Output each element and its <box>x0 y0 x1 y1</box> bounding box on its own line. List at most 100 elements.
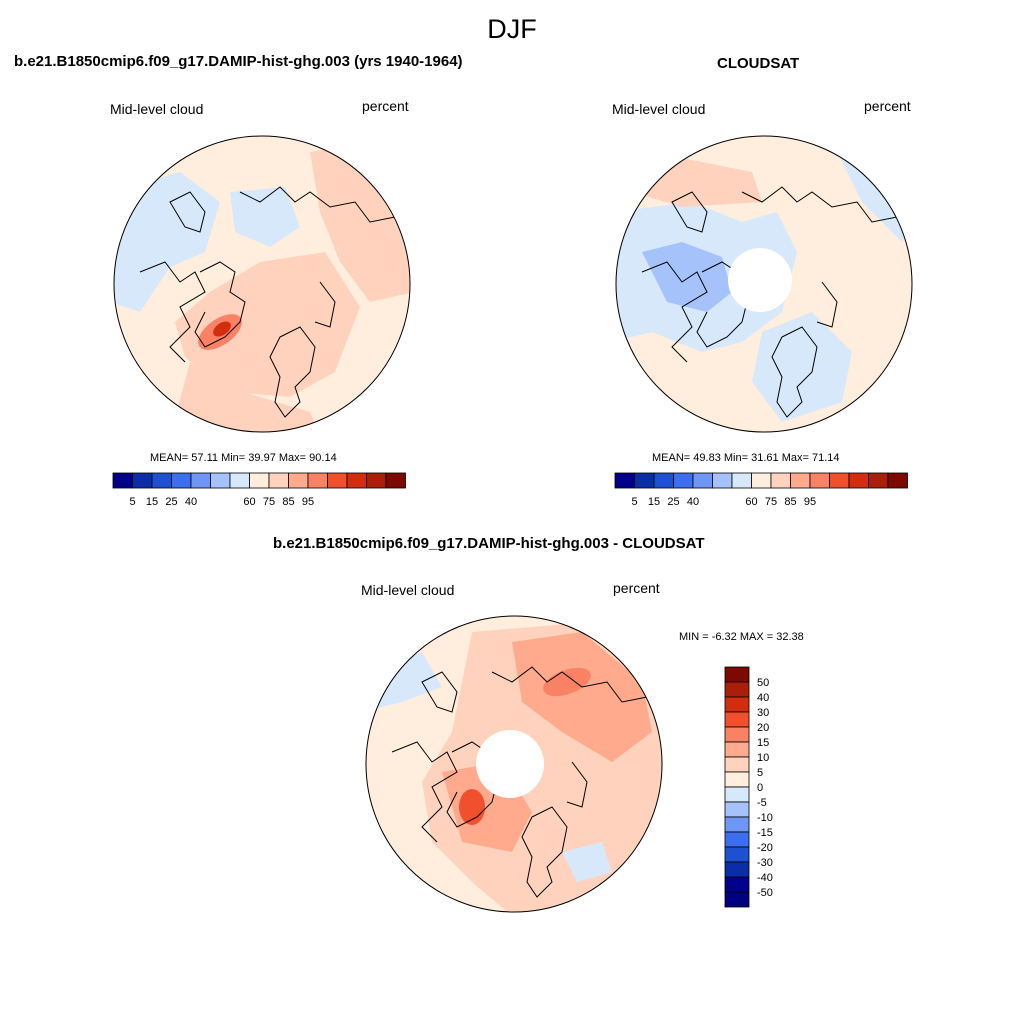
panel3-title: b.e21.B1850cmip6.f09_g17.DAMIP-hist-ghg.… <box>273 535 705 552</box>
panel2-colorbar-box <box>712 472 733 489</box>
panel1-colorbar-tick: 15 <box>146 496 158 508</box>
panel1-colorbar-box <box>171 472 192 489</box>
panel2-colorbar-tick: 60 <box>745 496 757 508</box>
panel2-colorbar-box <box>770 472 791 489</box>
panel3-colorbar-box <box>724 681 750 698</box>
panel1-colorbar-tick: 95 <box>302 496 314 508</box>
panel1-mid-region-south <box>170 362 320 432</box>
panel1-colorbar-box <box>327 472 348 489</box>
panel2-colorbar-box <box>829 472 850 489</box>
panel1-mid-region-atlantic <box>175 252 360 397</box>
panel2-colorbar-tick: 15 <box>648 496 660 508</box>
panel3-stats: MIN = -6.32 MAX = 32.38 <box>679 631 804 643</box>
panel3-colorbar-box <box>724 891 750 908</box>
panel2-colorbar-box <box>731 472 752 489</box>
panel2-colorbar-tick: 75 <box>765 496 777 508</box>
panel1-colorbar-box <box>190 472 211 489</box>
panel2-max-value: 71.14 <box>811 452 840 464</box>
panel2-colorbar-box <box>653 472 674 489</box>
panel3-colorbar-box <box>724 741 750 758</box>
panel3-colorbar-tick: -20 <box>757 842 773 854</box>
panel3-polar-map <box>365 615 663 913</box>
panel1-max-value: 90.14 <box>309 452 337 464</box>
panel3-pole-hole <box>476 730 544 798</box>
panel3-negative-region-europe <box>562 842 612 882</box>
panel3-colorbar-box <box>724 786 750 803</box>
panel2-pole-hole <box>728 248 792 312</box>
panel3-colorbar-tick: -30 <box>757 857 773 869</box>
panel3-units-label: percent <box>613 580 660 596</box>
panel1-colorbar-tick: 25 <box>165 496 177 508</box>
panel2-colorbar-box <box>673 472 694 489</box>
panel2-colorbar: 5 15 25 40 60 75 85 95 <box>614 472 908 508</box>
panel1-stats: MEAN= 57.11 Min= 39.97 Max= 90.14 <box>150 452 337 464</box>
panel1-colorbar-box <box>112 472 133 489</box>
panel2-colorbar-box <box>634 472 655 489</box>
panel2-colorbar-box <box>848 472 869 489</box>
panel3-high-region-east <box>543 667 591 697</box>
panel3-min-value: -6.32 <box>711 631 737 643</box>
panel1-colorbar-box <box>366 472 387 489</box>
panel3-max-label: MAX = <box>739 631 774 643</box>
panel2-colorbar-box <box>751 472 772 489</box>
panel1-min-label: Min= <box>221 452 246 464</box>
panel2-colorbar-box <box>614 472 635 489</box>
panel3-colorbar-box <box>724 846 750 863</box>
panel1-colorbar-box <box>210 472 231 489</box>
panel3-colorbar-tick: 40 <box>757 692 769 704</box>
panel3-colorbar-box <box>724 666 750 683</box>
panel2-mean-label: MEAN= <box>652 452 691 464</box>
panel2-colorbar-box <box>790 472 811 489</box>
panel3-colorbar-box <box>724 876 750 893</box>
panel3-colorbar-tick: 0 <box>757 782 763 794</box>
panel3-positive-region-siberia <box>512 632 652 762</box>
panel1-colorbar-box <box>249 472 270 489</box>
panel2-stats: MEAN= 49.83 Min= 31.61 Max= 71.14 <box>652 452 840 464</box>
panel1-colorbar-box <box>346 472 367 489</box>
panel2-colorbar-tick: 95 <box>804 496 816 508</box>
panel3-colorbar-box <box>724 756 750 773</box>
panel2-colorbar-box <box>809 472 830 489</box>
panel2-left-label: Mid-level cloud <box>612 101 706 117</box>
panel2-units-label: percent <box>864 98 911 114</box>
panel3-colorbar-tick: -15 <box>757 827 773 839</box>
panel2-title: CLOUDSAT <box>717 55 800 72</box>
panel1-low-region-pole <box>230 187 300 247</box>
panel2-colorbar-box <box>887 472 908 489</box>
panel1-colorbar-box <box>229 472 250 489</box>
panel3-colorbar-tick: 5 <box>757 767 763 779</box>
panel2-colorbar-tick: 85 <box>784 496 796 508</box>
panel1-title: b.e21.B1850cmip6.f09_g17.DAMIP-hist-ghg.… <box>14 53 463 70</box>
panel1-colorbar: 5 15 25 40 60 75 85 95 <box>112 472 406 508</box>
panel3-left-label: Mid-level cloud <box>361 582 455 598</box>
panel3-colorbar-box <box>724 831 750 848</box>
panel1-colorbar-box <box>132 472 153 489</box>
panel3-colorbar-tick: -50 <box>757 887 773 899</box>
panel2-mean-value: 49.83 <box>693 452 721 464</box>
panel3-colorbar-box <box>724 711 750 728</box>
panel3-colorbar-tick: 50 <box>757 677 769 689</box>
panel3-colorbar-box <box>724 801 750 818</box>
panel3-colorbar-tick: 15 <box>757 737 769 749</box>
panel2-colorbar-tick: 25 <box>667 496 679 508</box>
panel3-max-value: 32.38 <box>776 631 804 643</box>
panel1-colorbar-tick: 75 <box>263 496 275 508</box>
main-title: DJF <box>487 14 537 44</box>
panel1-colorbar-tick: 85 <box>282 496 294 508</box>
panel1-colorbar-box <box>151 472 172 489</box>
panel1-polar-map <box>113 135 411 433</box>
panel2-lower-region-canada <box>642 242 732 312</box>
panel3-colorbar-box <box>724 816 750 833</box>
panel3-colorbar-tick: -10 <box>757 812 773 824</box>
panel3-colorbar-box <box>724 861 750 878</box>
panel2-min-value: 31.61 <box>751 452 779 464</box>
panel2-colorbar-box <box>692 472 713 489</box>
panel3-map-border <box>365 615 663 913</box>
panel3-min-label: MIN = <box>679 631 709 643</box>
panel1-colorbar-tick: 60 <box>243 496 255 508</box>
panel2-colorbar-tick: 5 <box>631 496 637 508</box>
panel1-min-value: 39.97 <box>248 452 276 464</box>
panel2-colorbar-tick: 40 <box>687 496 699 508</box>
panel1-mean-label: MEAN= <box>150 452 189 464</box>
